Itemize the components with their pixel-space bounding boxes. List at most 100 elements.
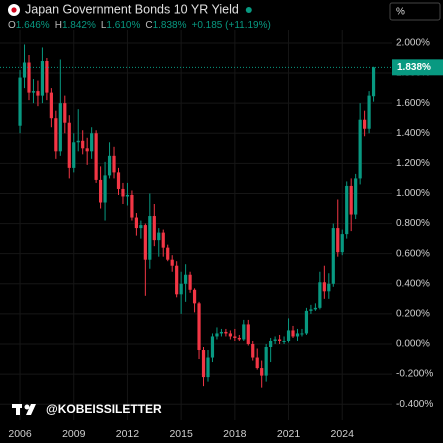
candle-body xyxy=(22,62,27,78)
candle-body xyxy=(63,103,67,123)
candle-body xyxy=(345,185,349,235)
candle-body xyxy=(304,310,309,334)
candle-body xyxy=(54,118,58,152)
candle-body xyxy=(210,336,215,358)
candle-body xyxy=(148,216,152,260)
candle-body xyxy=(336,228,340,253)
candle-body xyxy=(94,133,98,180)
x-tick-label: 2024 xyxy=(331,428,355,440)
change: +0.185 (+11.19%) xyxy=(192,20,271,31)
ohlc-key: O xyxy=(8,20,16,31)
flag-icon xyxy=(8,4,20,16)
candle-body xyxy=(188,274,192,290)
ohlc-value: 1.842% xyxy=(62,20,96,31)
candle-body xyxy=(349,185,353,215)
x-tick-label: 2009 xyxy=(62,428,86,440)
candle-body xyxy=(233,336,237,338)
candle-body xyxy=(269,340,273,347)
candle-body xyxy=(134,217,138,229)
y-tick-label: 2.000% xyxy=(396,38,430,49)
candle-body xyxy=(103,175,107,203)
x-tick-label: 2012 xyxy=(116,428,140,440)
grid xyxy=(0,30,392,420)
candle-body xyxy=(45,61,49,93)
candle-body xyxy=(179,283,183,295)
unit-label: % xyxy=(396,7,405,18)
candle-body xyxy=(161,232,165,248)
candle-body xyxy=(49,92,53,119)
status-dot xyxy=(245,7,252,13)
candle-body xyxy=(363,119,367,129)
candle-body xyxy=(166,247,170,260)
candle-body xyxy=(206,357,210,378)
y-tick-label: 1.000% xyxy=(396,188,430,199)
candle-body xyxy=(175,265,179,295)
candle-body xyxy=(224,331,228,334)
candle-body xyxy=(67,122,71,168)
x-tick-label: 2021 xyxy=(277,428,301,440)
price-label: 1.838% xyxy=(397,62,431,73)
candle-body xyxy=(170,259,174,266)
y-tick-label: 0.000% xyxy=(396,339,430,350)
ohlc-key: C xyxy=(145,20,152,31)
candle-body xyxy=(157,232,161,241)
candle-body xyxy=(246,324,250,344)
y-tick-label: 0.600% xyxy=(396,248,430,259)
price-label-box xyxy=(392,59,443,76)
candle-body xyxy=(152,216,156,241)
candle-body xyxy=(358,119,362,179)
candles xyxy=(18,44,376,388)
candle-body xyxy=(197,303,201,351)
candle-body xyxy=(273,339,277,341)
candle-body xyxy=(277,339,282,341)
candle-body xyxy=(367,95,371,129)
candle-body xyxy=(354,178,358,215)
unit-box[interactable] xyxy=(389,2,441,21)
candle-body xyxy=(31,91,36,93)
candle-body xyxy=(139,225,143,229)
ohlc-legend: O1.646% H1.842% L1.610% C1.838% +0.185 (+11.… xyxy=(8,20,271,31)
candle-body xyxy=(107,155,112,176)
ohlc-key: L xyxy=(101,20,107,31)
candle-body xyxy=(242,324,246,340)
chart-title: Japan Government Bonds 10 YR Yield xyxy=(25,2,239,16)
candle-body xyxy=(201,350,206,378)
candle-body xyxy=(282,340,286,342)
y-tick-label: 0.400% xyxy=(396,278,430,289)
candle-body xyxy=(215,333,219,337)
candle-body xyxy=(237,337,241,340)
candle-body xyxy=(340,234,344,253)
candle-body xyxy=(228,333,232,337)
candle-body xyxy=(309,309,313,311)
ohlc-value: 1.610% xyxy=(106,20,140,31)
y-tick-label: -0.200% xyxy=(396,369,433,380)
candle-body xyxy=(260,368,264,376)
candle-body xyxy=(322,282,326,292)
candle-body xyxy=(286,330,291,341)
tv-logo xyxy=(12,404,36,415)
y-tick-label: 1.400% xyxy=(396,128,430,139)
candle-body xyxy=(116,172,121,189)
candle-body xyxy=(219,331,224,334)
candle-body xyxy=(331,228,335,284)
candle-body xyxy=(300,333,304,335)
candle-body xyxy=(295,333,300,337)
candle-body xyxy=(371,67,376,97)
x-tick-label: 2006 xyxy=(8,428,32,440)
candle-body xyxy=(313,307,317,310)
watermark: @KOBEISSILETTER xyxy=(46,402,162,416)
candle-body xyxy=(143,225,147,260)
candle-body xyxy=(112,155,116,173)
candle-body xyxy=(18,77,22,126)
ohlc-key: H xyxy=(55,20,62,31)
y-tick-label: 0.200% xyxy=(396,309,430,320)
candle-body xyxy=(76,140,80,143)
candle-body xyxy=(85,148,89,152)
candle-body xyxy=(125,194,130,197)
x-tick-label: 2015 xyxy=(169,428,193,440)
candle-body xyxy=(121,188,125,197)
candle-body xyxy=(255,357,259,369)
